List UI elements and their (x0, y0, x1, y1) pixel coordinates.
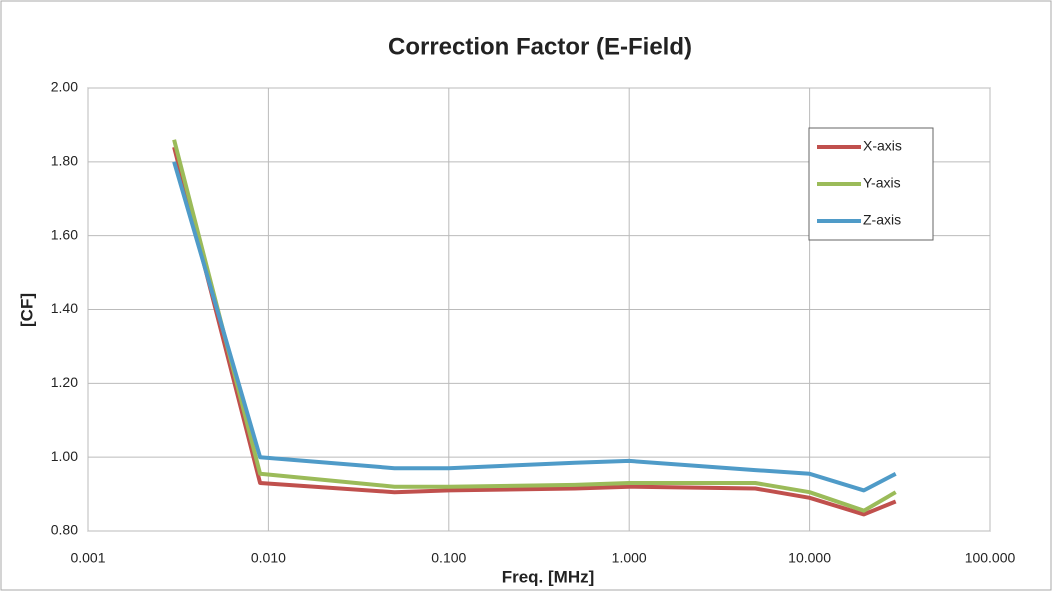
y-tick-label: 1.80 (51, 153, 78, 169)
legend-label: Z-axis (863, 212, 901, 228)
y-tick-label: 1.20 (51, 374, 78, 390)
x-tick-label: 100.000 (965, 550, 1016, 566)
y-tick-label: 1.40 (51, 300, 78, 316)
y-tick-label: 2.00 (51, 79, 78, 95)
y-tick-label: 1.60 (51, 226, 78, 242)
data-line (172, 146, 897, 517)
legend-label: X-axis (863, 138, 902, 154)
x-axis-label: Freq. [MHz] (502, 567, 595, 586)
y-tick-label: 0.80 (51, 522, 78, 538)
chart-title: Correction Factor (E-Field) (388, 33, 692, 60)
y-tick-label: 1.00 (51, 448, 78, 464)
data-line (172, 161, 897, 493)
data-line (172, 139, 897, 513)
x-tick-label: 0.010 (251, 550, 286, 566)
legend-label: Y-axis (863, 175, 901, 191)
x-tick-label: 1.000 (612, 550, 647, 566)
x-tick-label: 0.100 (431, 550, 466, 566)
x-tick-label: 0.001 (70, 550, 105, 566)
y-axis-label: [CF] (17, 293, 36, 327)
x-tick-label: 10.000 (788, 550, 831, 566)
